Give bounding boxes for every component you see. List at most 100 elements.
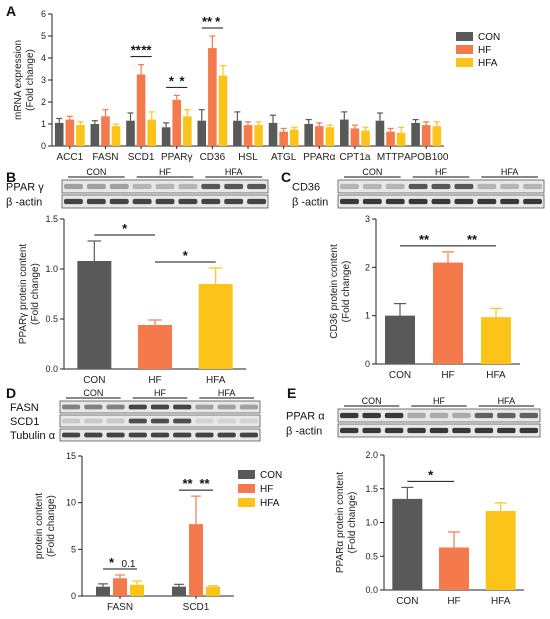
A-bar-CON	[233, 120, 242, 146]
C-blot-band	[362, 198, 382, 205]
E-blot-row-label: β -actin	[286, 426, 322, 438]
E-ytick-label: 2.0	[365, 450, 378, 460]
D-blot-row-label: SCD1	[10, 416, 39, 428]
A-xtick-label: CD36	[200, 152, 226, 163]
E-ytick-label: 0.5	[365, 551, 378, 561]
A-bar-CON	[375, 120, 385, 146]
B-ytick-label: 1.5	[45, 214, 58, 224]
B-blot-band	[64, 183, 83, 190]
A-bar-HF	[314, 126, 324, 146]
C-blot-row-label: CD36	[292, 182, 320, 194]
panel-label-D: D	[6, 385, 16, 401]
E-y-label: PPARα protein content(Fold change)	[335, 472, 358, 573]
D-blot-band	[195, 404, 214, 410]
A-ytick-label: 6	[41, 9, 46, 19]
B-blot-band	[155, 198, 175, 205]
D-sig-label: **	[199, 476, 210, 491]
C-blot-band	[454, 183, 474, 190]
A-bar-HFA	[361, 130, 370, 146]
D-ytick-label: 0	[71, 591, 76, 601]
A-bar-CON	[54, 122, 64, 146]
C-blot-band	[340, 183, 359, 190]
B-blot-band	[178, 183, 198, 190]
E-blot-group-label: HF	[433, 396, 445, 406]
A-sig-label: *	[215, 14, 221, 29]
B-blot-band	[178, 198, 198, 205]
C-xtick-label: HFA	[486, 370, 506, 381]
A-xtick-label: CPT1a	[339, 152, 371, 163]
C-blot-band	[500, 198, 520, 205]
B-blot-row-label: PPAR γ	[6, 182, 44, 194]
E-ytick-label: 0.0	[365, 585, 378, 595]
E-sig-label: *	[428, 467, 434, 482]
B-ytick-label: 0.5	[45, 314, 58, 324]
A-bar-HFA	[325, 127, 335, 146]
A-bar-HF	[243, 125, 253, 146]
C-blot-band	[408, 198, 428, 205]
D-blot-band	[62, 404, 81, 410]
C-ytick-label: 2	[365, 262, 370, 272]
D-blot-row-label: Tubulin α	[10, 430, 56, 442]
B-blot-band	[247, 198, 266, 205]
A-bar-HFA	[218, 75, 228, 146]
A-bar-CON	[126, 120, 135, 146]
A-ytick-label: 5	[41, 31, 46, 41]
D-blot-band	[150, 432, 170, 438]
C-sig-label: **	[419, 232, 430, 247]
A-xtick-label: PPARα	[303, 152, 335, 163]
C-bar-CON	[385, 315, 415, 364]
D-blot-band	[128, 432, 147, 438]
D-legend-label: CON	[260, 470, 282, 481]
A-bar-HF	[172, 99, 182, 146]
D-blot-band	[62, 432, 81, 438]
C-blot-band	[454, 198, 474, 205]
A-bar-HFA	[183, 116, 192, 146]
D-blot-band	[62, 418, 81, 424]
B-xtick-label: HFA	[206, 375, 226, 386]
C-blot-band	[477, 183, 497, 190]
E-blot-group-label: CON	[362, 396, 382, 406]
E-bar-HF	[439, 547, 469, 590]
B-sig-label: *	[122, 221, 128, 236]
D-bar-HFA	[130, 584, 144, 596]
panel-label-B: B	[6, 169, 16, 185]
A-sig-label: *	[179, 73, 185, 88]
A-bar-HFA	[76, 125, 85, 146]
C-blot-row-label: β -actin	[292, 197, 328, 209]
B-bar-CON	[77, 261, 112, 369]
D-ytick-label: 5	[71, 544, 76, 554]
A-bar-HF	[208, 48, 217, 146]
A-ytick-label: 3	[41, 75, 46, 85]
A-legend-swatch	[456, 32, 473, 41]
A-bar-HFA	[396, 132, 406, 146]
C-blot-group-label: HF	[435, 167, 447, 177]
B-blot-band	[86, 183, 106, 190]
D-blot-band	[128, 404, 147, 410]
C-blot-group-label: HFA	[501, 167, 519, 177]
B-blot-band	[155, 183, 175, 190]
A-xtick-label: ATGL	[271, 152, 297, 163]
panel-label-E: E	[287, 385, 296, 401]
A-bar-HF	[386, 131, 395, 146]
D-blot-group-label: HFA	[218, 388, 236, 398]
D-blot-band	[195, 418, 214, 424]
A-bar-CON	[161, 127, 171, 146]
A-legend-swatch	[456, 58, 473, 67]
E-blot-band	[429, 427, 449, 434]
E-blot-band	[407, 412, 426, 419]
D-blot-band	[128, 418, 147, 424]
D-blot-band	[84, 432, 103, 438]
D-blot-row-label: FASN	[10, 402, 39, 414]
D-bar-HFA	[206, 586, 220, 596]
A-bar-HFA	[254, 125, 263, 146]
B-blot-band	[109, 183, 129, 190]
D-bar-HF	[113, 578, 127, 596]
B-blot-band	[201, 198, 221, 205]
A-bar-CON	[197, 120, 207, 146]
B-blot-band	[109, 198, 129, 205]
B-xtick-label: HF	[148, 375, 161, 386]
A-xtick-label: HSL	[238, 152, 258, 163]
D-blot-band	[173, 418, 192, 424]
A-bar-HF	[279, 131, 288, 146]
A-y-label: mRNA expression(Fold change)	[13, 40, 36, 120]
